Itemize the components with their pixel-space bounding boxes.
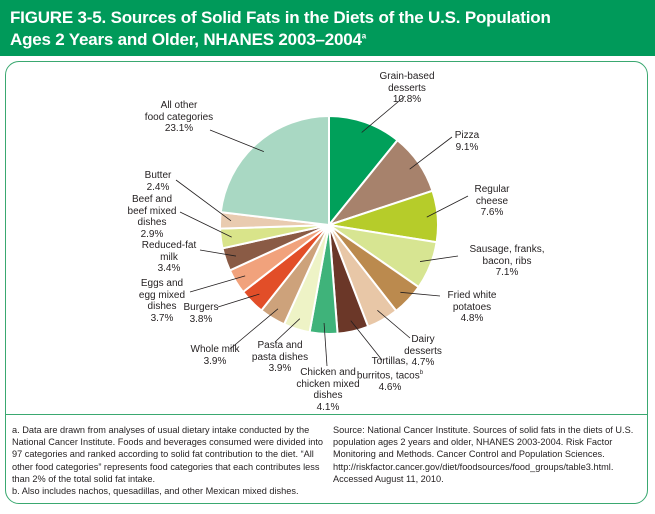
leader-line xyxy=(217,293,260,308)
label-name: Chicken and chicken mixed dishes xyxy=(296,367,360,402)
label-name: Butter xyxy=(144,170,172,181)
label-reduced-fat-milk: Reduced-fat milk 3.4% xyxy=(134,240,204,275)
pie-slice xyxy=(219,114,330,227)
label-value: 3.9% xyxy=(203,355,227,367)
leader-line xyxy=(229,308,279,350)
label-value: 2.9% xyxy=(140,228,164,240)
leader-line xyxy=(361,95,406,133)
leader-line xyxy=(175,179,232,222)
leader-line xyxy=(350,320,383,361)
leader-line xyxy=(274,318,301,343)
leader-line xyxy=(189,275,246,293)
leader-line xyxy=(179,211,232,238)
label-name: Tortillas, burritos, tacos xyxy=(356,356,420,381)
chart-panel xyxy=(5,61,648,504)
leader-line xyxy=(409,136,453,170)
leader-line xyxy=(426,195,469,218)
label-name: All other food categories xyxy=(144,100,214,123)
label-whole-milk: Whole milk 3.9% xyxy=(185,344,245,367)
label-value: 4.7% xyxy=(411,357,435,369)
label-value: 2.4% xyxy=(146,181,170,193)
label-name: Beef and beef mixed dishes xyxy=(127,194,177,229)
label-pasta-dishes: Pasta and pasta dishes 3.9% xyxy=(240,340,320,375)
label-value: 3.9% xyxy=(268,363,292,375)
label-name: Dairy desserts xyxy=(404,334,442,357)
label-name: Sausage, franks, bacon, ribs xyxy=(469,244,545,267)
label-name: Burgers xyxy=(183,302,219,313)
title-footnote-mark: a xyxy=(361,31,366,41)
label-name: Reduced-fat milk xyxy=(141,240,197,263)
label-value: 4.1% xyxy=(316,401,340,413)
figure-title-line2: Ages 2 Years and Older, NHANES 2003–2004… xyxy=(10,30,366,50)
label-value: 9.1% xyxy=(455,141,479,153)
leader-line xyxy=(419,255,459,262)
leader-line xyxy=(199,249,237,257)
label-value: 3.7% xyxy=(150,312,174,324)
label-footnote-mark: b xyxy=(419,369,424,376)
label-name: Pizza xyxy=(454,130,480,141)
pie-slice xyxy=(328,114,399,228)
label-eggs-dishes: Eggs and egg mixed dishes 3.7% xyxy=(132,278,192,324)
label-value: 3.8% xyxy=(189,313,213,325)
label-regular-cheese: Regular cheese 7.6% xyxy=(462,184,522,219)
label-name: Pasta and pasta dishes xyxy=(251,340,309,363)
notes-left: a. Data are drawn from analyses of usual… xyxy=(12,424,330,497)
label-value: 7.1% xyxy=(495,267,519,279)
label-butter: Butter 2.4% xyxy=(138,170,178,193)
label-all-other: All other food categories 23.1% xyxy=(134,100,224,135)
label-pizza: Pizza 9.1% xyxy=(447,130,487,153)
figure-title-line1: FIGURE 3-5. Sources of Solid Fats in the… xyxy=(10,8,551,27)
label-name: Eggs and egg mixed dishes xyxy=(138,278,186,313)
label-tortillas-burritos-tacos: Tortillas, burritos, tacosb 4.6% xyxy=(345,356,435,393)
label-value: 7.6% xyxy=(480,207,504,219)
label-name: Fried white potatoes xyxy=(447,290,497,313)
note-b: b. Also includes nachos, quesadillas, an… xyxy=(12,486,299,497)
title-bar: FIGURE 3-5. Sources of Solid Fats in the… xyxy=(0,0,655,56)
label-fried-white-potatoes: Fried white potatoes 4.8% xyxy=(432,290,512,325)
label-beef-dishes: Beef and beef mixed dishes 2.9% xyxy=(120,194,184,240)
leader-line xyxy=(377,310,411,339)
note-a: a. Data are drawn from analyses of usual… xyxy=(12,425,324,484)
label-value: 3.4% xyxy=(157,263,181,275)
label-name: Regular cheese xyxy=(474,184,510,207)
label-dairy-desserts: Dairy desserts 4.7% xyxy=(393,334,453,369)
label-chicken-dishes: Chicken and chicken mixed dishes 4.1% xyxy=(290,367,366,413)
leader-line xyxy=(323,322,328,367)
label-burgers: Burgers 3.8% xyxy=(178,302,224,325)
leader-line xyxy=(209,129,264,153)
label-value: 4.8% xyxy=(460,313,484,325)
leader-line xyxy=(400,291,441,297)
label-value: 10.8% xyxy=(392,94,422,106)
source-note: Source: National Cancer Institute. Sourc… xyxy=(333,425,634,484)
figure-title-line2-text: Ages 2 Years and Older, NHANES 2003–2004 xyxy=(10,30,362,49)
label-sausage-franks-bacon-ribs: Sausage, franks, bacon, ribs 7.1% xyxy=(452,244,562,279)
label-value: 23.1% xyxy=(164,123,194,135)
label-name: Whole milk xyxy=(190,344,240,355)
label-grain-based-desserts: Grain-based desserts 10.8% xyxy=(362,71,452,106)
label-value: 4.6% xyxy=(378,381,402,393)
label-name: Grain-based desserts xyxy=(379,71,435,94)
notes-divider xyxy=(5,414,648,415)
notes-source: Source: National Cancer Institute. Sourc… xyxy=(333,424,643,485)
